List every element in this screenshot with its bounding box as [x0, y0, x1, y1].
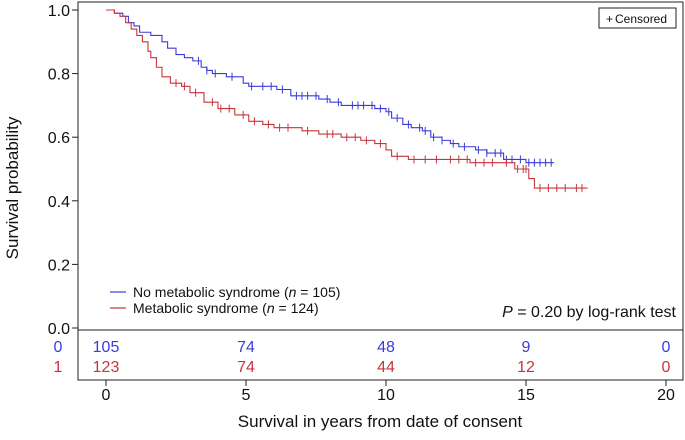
risk-group-code-0: 0 — [54, 339, 63, 356]
risk-count-series-1: 74 — [237, 359, 255, 376]
risk-count-series-0: 9 — [522, 339, 531, 356]
legend-metabolic-prefix: Metabolic syndrome ( — [133, 300, 267, 316]
p-value-symbol: P — [502, 304, 513, 321]
risk-count-series-1: 0 — [662, 359, 671, 376]
p-value-text: = 0.20 by log-rank test — [513, 304, 677, 321]
risk-count-series-1: 44 — [377, 359, 395, 376]
legend-label-metabolic: Metabolic syndrome (n = 124) — [133, 300, 319, 316]
risk-count-series-0: 0 — [662, 339, 671, 356]
legend-no-metabolic-suffix: = 105) — [296, 284, 340, 300]
legend-metabolic-n: n — [267, 300, 275, 316]
censored-legend-symbol: + — [606, 12, 613, 26]
x-tick-label: 0 — [102, 387, 111, 404]
survival-curve-series-0 — [106, 9, 554, 164]
risk-count-series-0: 105 — [93, 339, 120, 356]
y-tick-label: 1.0 — [48, 3, 70, 20]
y-tick-label: 0.0 — [48, 321, 70, 338]
y-tick-label: 0.8 — [48, 67, 70, 84]
risk-count-series-0: 74 — [237, 339, 255, 356]
p-value-annotation: P = 0.20 by log-rank test — [502, 304, 676, 321]
legend-no-metabolic-n: n — [289, 284, 297, 300]
y-tick-label: 0.2 — [48, 257, 70, 274]
x-tick-label: 10 — [377, 387, 395, 404]
risk-table: 0 105 74 48 9 0 1 123 74 44 12 0 — [54, 339, 671, 376]
censored-legend: + Censored — [598, 7, 677, 29]
legend-metabolic-suffix: = 124) — [275, 300, 319, 316]
y-tick-label: 0.6 — [48, 130, 70, 147]
x-axis: 0 5 10 15 20 — [102, 380, 675, 404]
y-axis: 0.0 0.2 0.4 0.6 0.8 1.0 — [48, 3, 78, 338]
x-tick-label: 15 — [517, 387, 535, 404]
y-tick-label: 0.4 — [48, 194, 70, 211]
plot-frame — [77, 1, 684, 331]
legend-label-no-metabolic: No metabolic syndrome (n = 105) — [133, 284, 340, 300]
x-tick-label: 20 — [657, 387, 675, 404]
legend-no-metabolic-prefix: No metabolic syndrome ( — [133, 284, 289, 300]
x-axis-title: Survival in years from date of consent — [238, 412, 523, 431]
risk-group-code-1: 1 — [54, 359, 63, 376]
survival-curve-series-1 — [106, 9, 588, 189]
risk-count-series-1: 123 — [93, 359, 120, 376]
series-legend: No metabolic syndrome (n = 105) Metaboli… — [110, 284, 340, 316]
risk-count-series-0: 48 — [377, 339, 395, 356]
risk-table-frame — [77, 329, 684, 381]
censored-legend-box — [598, 7, 677, 29]
risk-count-series-1: 12 — [517, 359, 535, 376]
x-tick-label: 5 — [242, 387, 251, 404]
series-layer — [106, 9, 588, 193]
censored-legend-label: Censored — [615, 12, 667, 26]
y-axis-title: Survival probability — [3, 116, 22, 259]
